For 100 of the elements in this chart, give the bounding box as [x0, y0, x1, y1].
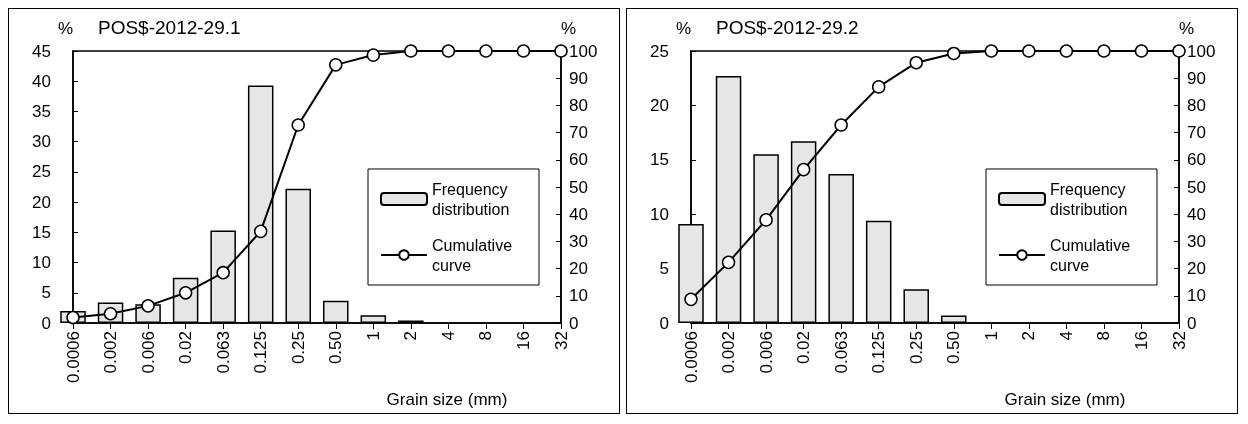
x-tick-label: 32 [1169, 331, 1189, 350]
x-tick-label: 4 [1056, 331, 1076, 341]
y-tick-label: 25 [650, 41, 669, 61]
legend-label: Cumulative curve [1050, 236, 1135, 274]
chart-title: POS$-2012-29.2 [716, 17, 859, 38]
y-tick-label: 5 [659, 259, 669, 279]
legend-label: Cumulative curve [432, 236, 517, 274]
point [479, 44, 493, 58]
y2-tick-label: 80 [1187, 95, 1206, 115]
point [66, 310, 80, 325]
x-axis-title: Grain size (mm) [386, 390, 508, 409]
y2-tick-label: 100 [569, 41, 598, 61]
y2-axis-title: % [561, 19, 577, 38]
point [721, 255, 736, 270]
y-tick-label: 0 [41, 313, 51, 333]
y2-tick-label: 30 [569, 231, 588, 251]
y2-tick-label: 90 [1187, 68, 1206, 88]
point [404, 44, 418, 58]
y2-tick-label: 20 [1187, 259, 1206, 279]
x-tick-label: 0.02 [176, 331, 196, 365]
x-tick-label: 0.006 [756, 331, 776, 374]
x-tick-label: 0.0006 [63, 331, 83, 383]
x-tick-label: 0.002 [719, 331, 739, 374]
y-tick-label: 20 [650, 95, 669, 115]
chart-title: POS$-2012-29.1 [98, 17, 241, 38]
point [1097, 44, 1111, 58]
y-tick-label: 30 [32, 132, 51, 152]
x-tick-label: 0.125 [869, 331, 889, 374]
y2-tick-label: 0 [1187, 313, 1197, 333]
legend-label: Frequency distribution [1050, 180, 1131, 218]
y2-tick-label: 60 [569, 150, 588, 170]
x-tick-label: 0.50 [326, 331, 346, 365]
y-axis-title: % [57, 19, 73, 38]
x-tick-label: 0.25 [906, 331, 926, 365]
y2-tick-label: 80 [569, 95, 588, 115]
y2-tick-label: 30 [1187, 231, 1206, 251]
x-tick-label: 16 [1131, 331, 1151, 350]
y2-tick-label: 90 [569, 68, 588, 88]
point [441, 44, 456, 58]
y-tick-label: 20 [32, 192, 51, 212]
y2-tick-label: 20 [569, 259, 588, 279]
point [516, 44, 531, 58]
y2-tick-label: 70 [569, 123, 588, 143]
x-tick-label: 0.0006 [681, 331, 701, 383]
y-tick-label: 5 [41, 283, 51, 303]
point [253, 224, 268, 239]
y-tick-label: 35 [32, 101, 51, 121]
point [796, 162, 811, 177]
x-tick-label: 32 [551, 331, 571, 350]
y2-tick-label: 10 [1187, 286, 1206, 306]
x-tick-label: 16 [513, 331, 533, 350]
y-tick-label: 15 [650, 150, 669, 170]
point [1022, 44, 1036, 58]
x-tick-label: 2 [1019, 331, 1039, 341]
x-tick-label: 8 [476, 331, 496, 341]
x-tick-label: 0.25 [288, 331, 308, 365]
y-tick-label: 45 [32, 41, 51, 61]
x-tick-label: 0.125 [251, 331, 271, 374]
x-tick-label: 0.02 [794, 331, 814, 365]
y-tick-label: 15 [32, 222, 51, 242]
y2-tick-label: 10 [569, 286, 588, 306]
point [1059, 44, 1074, 58]
point [871, 80, 886, 94]
y2-tick-label: 40 [1187, 204, 1206, 224]
point [216, 265, 230, 280]
x-tick-label: 0.063 [831, 331, 851, 374]
x-tick-label: 4 [438, 331, 458, 341]
point [1172, 44, 1186, 58]
x-tick-label: 1 [363, 331, 383, 341]
legend-label: Frequency distribution [432, 180, 513, 218]
point [834, 118, 848, 132]
y-tick-label: 10 [650, 204, 669, 224]
point [141, 299, 155, 313]
y2-tick-label: 50 [1187, 177, 1206, 197]
x-tick-label: 2 [401, 331, 421, 341]
y-tick-label: 40 [32, 71, 51, 91]
x-tick-label: 0.006 [138, 331, 158, 374]
x-tick-label: 1 [981, 331, 1001, 341]
point [554, 44, 568, 58]
point [984, 44, 999, 58]
x-tick-label: 0.50 [944, 331, 964, 365]
y2-tick-label: 40 [569, 204, 588, 224]
point [684, 292, 698, 307]
point [1134, 44, 1149, 58]
point [291, 118, 305, 132]
y-axis-title: % [675, 19, 691, 38]
point [759, 213, 773, 227]
point [329, 58, 343, 72]
point [366, 48, 381, 62]
y2-tick-label: 60 [1187, 150, 1206, 170]
point [947, 46, 961, 61]
y2-tick-label: 70 [1187, 123, 1206, 143]
y-tick-label: 10 [32, 253, 51, 273]
y-tick-label: 25 [32, 162, 51, 182]
x-axis-title: Grain size (mm) [1004, 390, 1126, 409]
x-tick-label: 0.063 [213, 331, 233, 374]
y2-tick-label: 100 [1187, 41, 1216, 61]
y-tick-label: 0 [659, 313, 669, 333]
x-tick-label: 0.002 [101, 331, 121, 374]
y2-tick-label: 0 [569, 313, 579, 333]
